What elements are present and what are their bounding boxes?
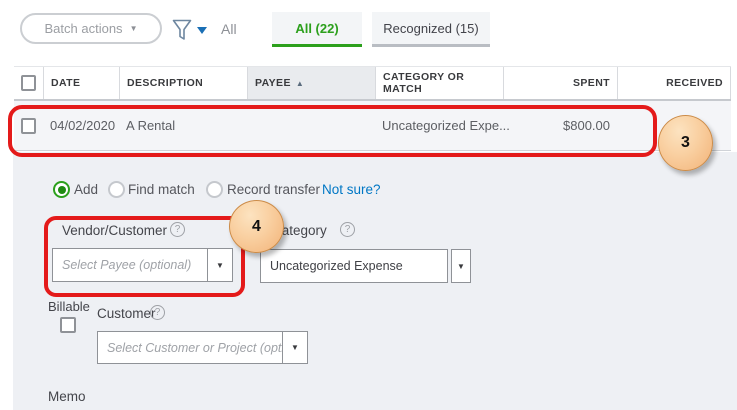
annotation-badge-4: 4 bbox=[229, 200, 284, 253]
customer-dropdown-icon[interactable]: ▼ bbox=[282, 332, 307, 363]
customer-label: Customer bbox=[97, 306, 156, 321]
radio-add-label: Add bbox=[74, 182, 99, 197]
table-header: DATE DESCRIPTION PAYEE ▲ CATEGORY OR MAT… bbox=[14, 66, 731, 101]
row-date: 04/02/2020 bbox=[50, 118, 116, 133]
column-header-payee[interactable]: PAYEE ▲ bbox=[247, 67, 375, 99]
filter-scope-label: All bbox=[221, 21, 237, 37]
customer-select[interactable]: Select Customer or Project (option ▼ bbox=[97, 331, 308, 364]
not-sure-link[interactable]: Not sure? bbox=[322, 182, 381, 197]
radio-record-transfer[interactable] bbox=[206, 181, 223, 198]
vendor-placeholder: Select Payee (optional) bbox=[62, 258, 192, 272]
transaction-row[interactable]: 04/02/2020 A Rental Uncategorized Expe..… bbox=[14, 101, 731, 151]
filter-funnel-icon[interactable] bbox=[172, 19, 192, 41]
row-checkbox-cell bbox=[14, 101, 43, 150]
tab-all-label: All (22) bbox=[295, 20, 339, 36]
radio-record-transfer-label: Record transfer bbox=[227, 182, 321, 197]
row-checkbox[interactable] bbox=[21, 117, 36, 134]
tab-recognized[interactable]: Recognized (15) bbox=[372, 12, 490, 47]
category-help-icon[interactable]: ? bbox=[340, 222, 355, 237]
category-dropdown-icon[interactable]: ▼ bbox=[451, 249, 471, 283]
category-value: Uncategorized Expense bbox=[270, 259, 403, 273]
row-description: A Rental bbox=[126, 118, 176, 133]
vendor-help-icon[interactable]: ? bbox=[170, 222, 185, 237]
billable-checkbox[interactable] bbox=[60, 317, 76, 333]
vendor-dropdown-icon[interactable]: ▼ bbox=[207, 249, 232, 281]
category-label: Category bbox=[272, 223, 327, 238]
sort-asc-icon: ▲ bbox=[295, 78, 305, 88]
radio-find-match[interactable] bbox=[108, 181, 125, 198]
column-header-received[interactable]: RECEIVED bbox=[617, 67, 731, 99]
customer-placeholder: Select Customer or Project (option bbox=[107, 340, 282, 355]
row-spent: $800.00 bbox=[563, 118, 610, 133]
column-header-spent[interactable]: SPENT bbox=[503, 67, 617, 99]
column-header-category[interactable]: CATEGORY OR MATCH bbox=[375, 67, 503, 99]
filter-caret-icon[interactable] bbox=[197, 27, 207, 34]
radio-find-match-label: Find match bbox=[128, 182, 195, 197]
batch-actions-label: Batch actions bbox=[44, 21, 123, 36]
column-header-description[interactable]: DESCRIPTION bbox=[119, 67, 247, 99]
chevron-down-icon: ▼ bbox=[129, 24, 138, 33]
category-select[interactable]: Uncategorized Expense bbox=[260, 249, 448, 283]
vendor-customer-select[interactable]: Select Payee (optional) ▼ bbox=[52, 248, 233, 282]
select-all-checkbox[interactable] bbox=[21, 75, 36, 91]
customer-help-icon[interactable]: ? bbox=[150, 305, 165, 320]
vendor-customer-label: Vendor/Customer bbox=[62, 223, 168, 238]
radio-add[interactable] bbox=[53, 181, 70, 198]
tab-recognized-label: Recognized (15) bbox=[383, 20, 479, 36]
billable-label: Billable bbox=[48, 299, 90, 314]
header-checkbox-cell bbox=[14, 67, 43, 99]
column-header-date[interactable]: DATE bbox=[43, 67, 119, 99]
memo-label: Memo bbox=[48, 389, 86, 404]
batch-actions-button[interactable]: Batch actions ▼ bbox=[20, 13, 162, 44]
row-category: Uncategorized Expe... bbox=[382, 118, 510, 133]
annotation-badge-3: 3 bbox=[658, 115, 713, 171]
tab-all[interactable]: All (22) bbox=[272, 12, 362, 47]
